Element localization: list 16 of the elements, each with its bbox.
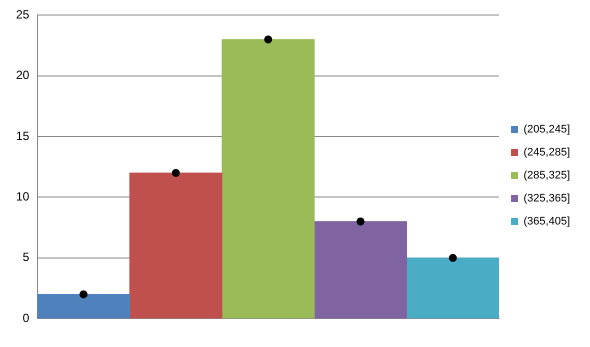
y-tick-label: 20 <box>16 68 30 82</box>
legend-label: (285,325] <box>524 170 570 182</box>
point <box>356 218 365 226</box>
legend-label: (245,285] <box>524 146 570 159</box>
y-tick-label: 0 <box>22 310 30 325</box>
legend-label: (365,405] <box>524 216 570 228</box>
point <box>80 290 88 298</box>
point <box>172 168 180 177</box>
point <box>264 35 272 44</box>
legend-label: (205,245] <box>524 124 570 136</box>
point <box>448 254 457 262</box>
y-tick-label: 15 <box>16 128 30 143</box>
y-tick-label: 5 <box>22 250 30 264</box>
y-tick-label: 25 <box>16 8 30 22</box>
y-tick-label: 10 <box>16 190 30 204</box>
legend-label: (325,365] <box>524 192 570 205</box>
